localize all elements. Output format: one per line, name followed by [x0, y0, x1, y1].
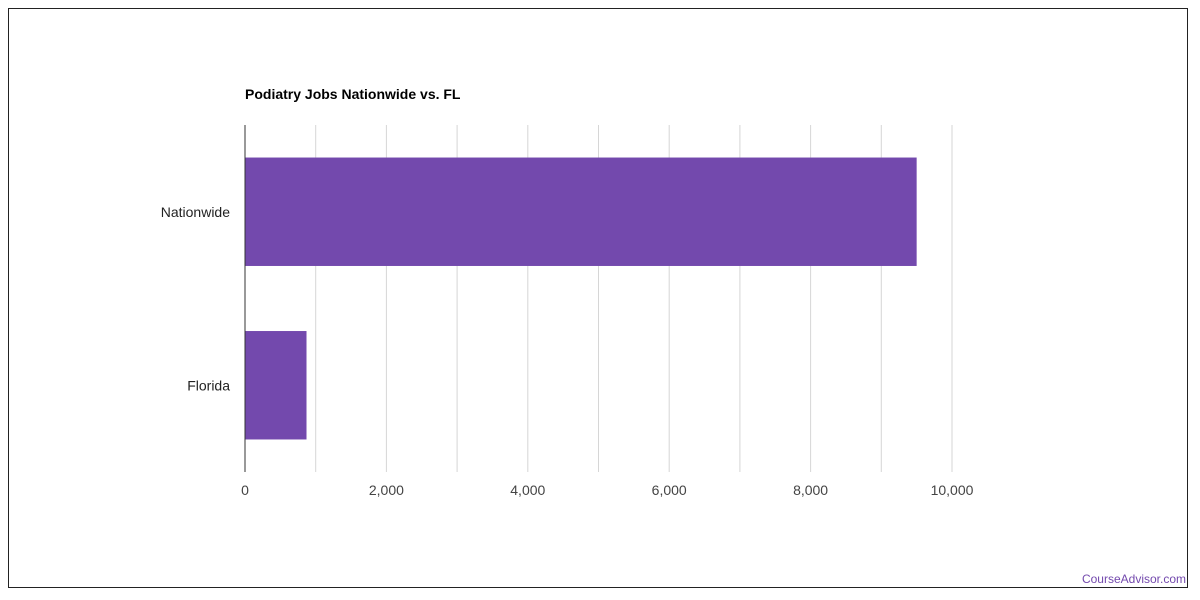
x-tick-label: 2,000	[369, 482, 404, 498]
x-tick-label: 10,000	[931, 482, 974, 498]
chart-frame	[8, 8, 1188, 588]
watermark: CourseAdvisor.com	[1081, 572, 1186, 586]
category-labels: Nationwide Florida	[161, 204, 230, 394]
category-label: Florida	[187, 377, 230, 393]
chart-title: Podiatry Jobs Nationwide vs. FL	[245, 86, 461, 102]
x-tick-label: 4,000	[510, 482, 545, 498]
x-tick-label: 8,000	[793, 482, 828, 498]
bar-nationwide	[245, 157, 917, 266]
bars	[245, 157, 917, 440]
bar-florida	[245, 331, 307, 440]
category-label: Nationwide	[161, 204, 230, 220]
x-tick-labels: 0 2,000 4,000 6,000 8,000 10,000	[241, 482, 974, 498]
x-tick-label: 0	[241, 482, 249, 498]
x-tick-label: 6,000	[652, 482, 687, 498]
